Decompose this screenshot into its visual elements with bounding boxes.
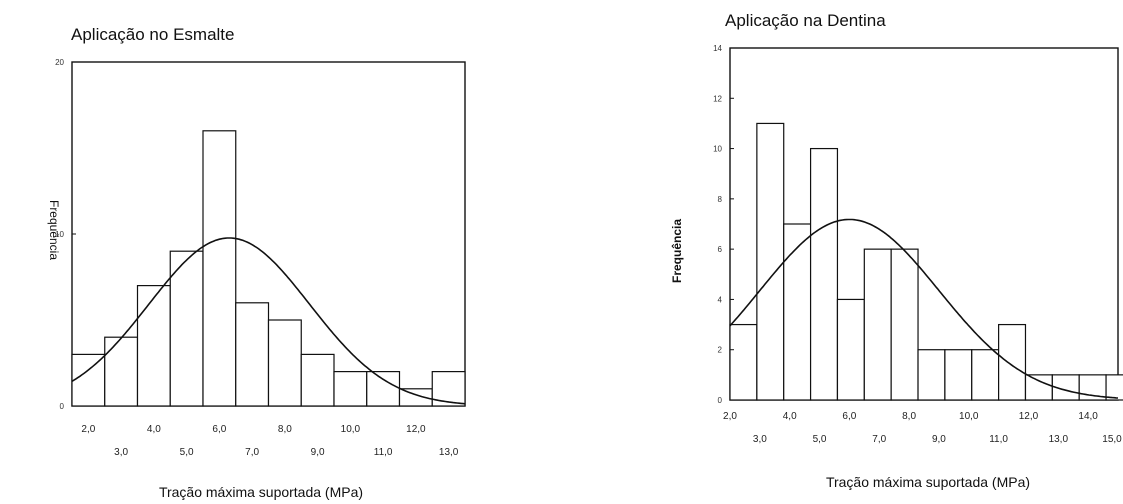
dentina-x-tick-label: 3,0 xyxy=(753,434,767,445)
esmalte-bar xyxy=(71,353,106,407)
dentina-x-tick-label: 7,0 xyxy=(872,434,886,445)
dentina-bar xyxy=(1105,374,1123,401)
dentina-bar xyxy=(809,147,839,401)
esmalte-y-tick-label: 0 xyxy=(60,402,65,411)
dentina-normal-curve xyxy=(729,218,1119,399)
esmalte-x-tick-label: 6,0 xyxy=(212,424,226,435)
dentina-x-tick-label: 4,0 xyxy=(783,411,797,422)
dentina-x-tick-label: 15,0 xyxy=(1102,434,1122,445)
dentina-bar xyxy=(998,323,1027,401)
esmalte-x-tick-label: 10,0 xyxy=(341,424,361,435)
dentina-x-tick-label: 6,0 xyxy=(842,411,856,422)
dentina-bar xyxy=(783,223,812,401)
esmalte-x-axis-label: Tração máxima suportada (MPa) xyxy=(159,484,363,500)
dentina-bar xyxy=(944,349,973,401)
esmalte-x-tick-label: 3,0 xyxy=(114,447,128,458)
dentina-bar xyxy=(971,349,1000,401)
dentina-bar xyxy=(729,323,758,401)
esmalte-x-tick-label: 9,0 xyxy=(311,447,325,458)
esmalte-normal-curve xyxy=(71,237,466,405)
esmalte-x-tick-label: 13,0 xyxy=(439,447,459,458)
dentina-x-tick-label: 2,0 xyxy=(723,411,737,422)
dentina-y-tick-label: 12 xyxy=(713,94,722,103)
dentina-x-tick-label: 14,0 xyxy=(1078,411,1098,422)
dentina-y-tick-label: 0 xyxy=(718,396,723,405)
esmalte-x-tick-label: 5,0 xyxy=(180,447,194,458)
esmalte-y-tick-label: 20 xyxy=(55,58,64,67)
esmalte-bar xyxy=(136,285,171,407)
esmalte-x-tick-label: 7,0 xyxy=(245,447,259,458)
esmalte-x-tick-label: 4,0 xyxy=(147,424,161,435)
dentina-x-tick-label: 11,0 xyxy=(989,434,1008,445)
esmalte-x-tick-label: 11,0 xyxy=(374,447,393,458)
esmalte-bar xyxy=(366,371,401,407)
dentina-bar xyxy=(863,248,892,401)
dentina-x-axis-label: Tração máxima suportada (MPa) xyxy=(826,474,1030,490)
dentina-x-tick-label: 13,0 xyxy=(1049,434,1069,445)
dentina-chart-title: Aplicação na Dentina xyxy=(725,11,886,30)
esmalte-x-tick-label: 8,0 xyxy=(278,424,292,435)
dentina-plot-area: 2,0 4,0 6,0 8,0 10,0 12,0 14,0 3,0 5,0 7,0 9,0 11,0… xyxy=(713,44,1123,445)
esmalte-bar xyxy=(169,250,204,407)
dentina-x-tick-label: 8,0 xyxy=(902,411,916,422)
dentina-histogram-chart: Aplicação na Dentina Frequência Tração m… xyxy=(670,11,1123,490)
dentina-y-tick-label: 6 xyxy=(718,245,723,254)
dentina-bar xyxy=(890,248,919,401)
esmalte-bar xyxy=(104,336,139,407)
esmalte-histogram-chart: Aplicação no Esmalte Frequência Tração m… xyxy=(47,25,466,500)
esmalte-bar xyxy=(333,371,368,407)
dentina-bar xyxy=(756,122,785,401)
dentina-y-tick-label: 14 xyxy=(713,44,722,53)
esmalte-bar xyxy=(300,353,335,407)
dentina-y-tick-label: 10 xyxy=(713,145,722,154)
esmalte-y-tick-label: 10 xyxy=(55,230,64,239)
dentina-y-tick-label: 2 xyxy=(718,346,723,355)
dentina-x-tick-label: 5,0 xyxy=(813,434,827,445)
esmalte-chart-title: Aplicação no Esmalte xyxy=(71,25,234,44)
esmalte-bar xyxy=(267,319,302,407)
dentina-x-tick-label: 9,0 xyxy=(932,434,946,445)
dentina-bar xyxy=(1024,374,1053,401)
esmalte-plot-area: 2,0 4,0 6,0 8,0 10,0 12,0 3,0 5,0 7,0 9,0 11,0 13,0… xyxy=(55,58,466,458)
esmalte-bar xyxy=(202,130,237,407)
dentina-bar xyxy=(836,298,865,401)
esmalte-bar xyxy=(235,302,270,407)
esmalte-y-axis-label: Frequência xyxy=(47,200,61,260)
dentina-x-tick-label: 10,0 xyxy=(959,411,979,422)
dentina-y-tick-label: 8 xyxy=(718,195,723,204)
esmalte-x-tick-label: 2,0 xyxy=(81,424,95,435)
esmalte-x-tick-label: 12,0 xyxy=(406,424,426,435)
dentina-x-tick-label: 12,0 xyxy=(1019,411,1039,422)
dentina-bar xyxy=(917,349,946,401)
dentina-y-axis-label: Frequência xyxy=(670,219,684,283)
dentina-y-tick-label: 4 xyxy=(718,295,723,304)
